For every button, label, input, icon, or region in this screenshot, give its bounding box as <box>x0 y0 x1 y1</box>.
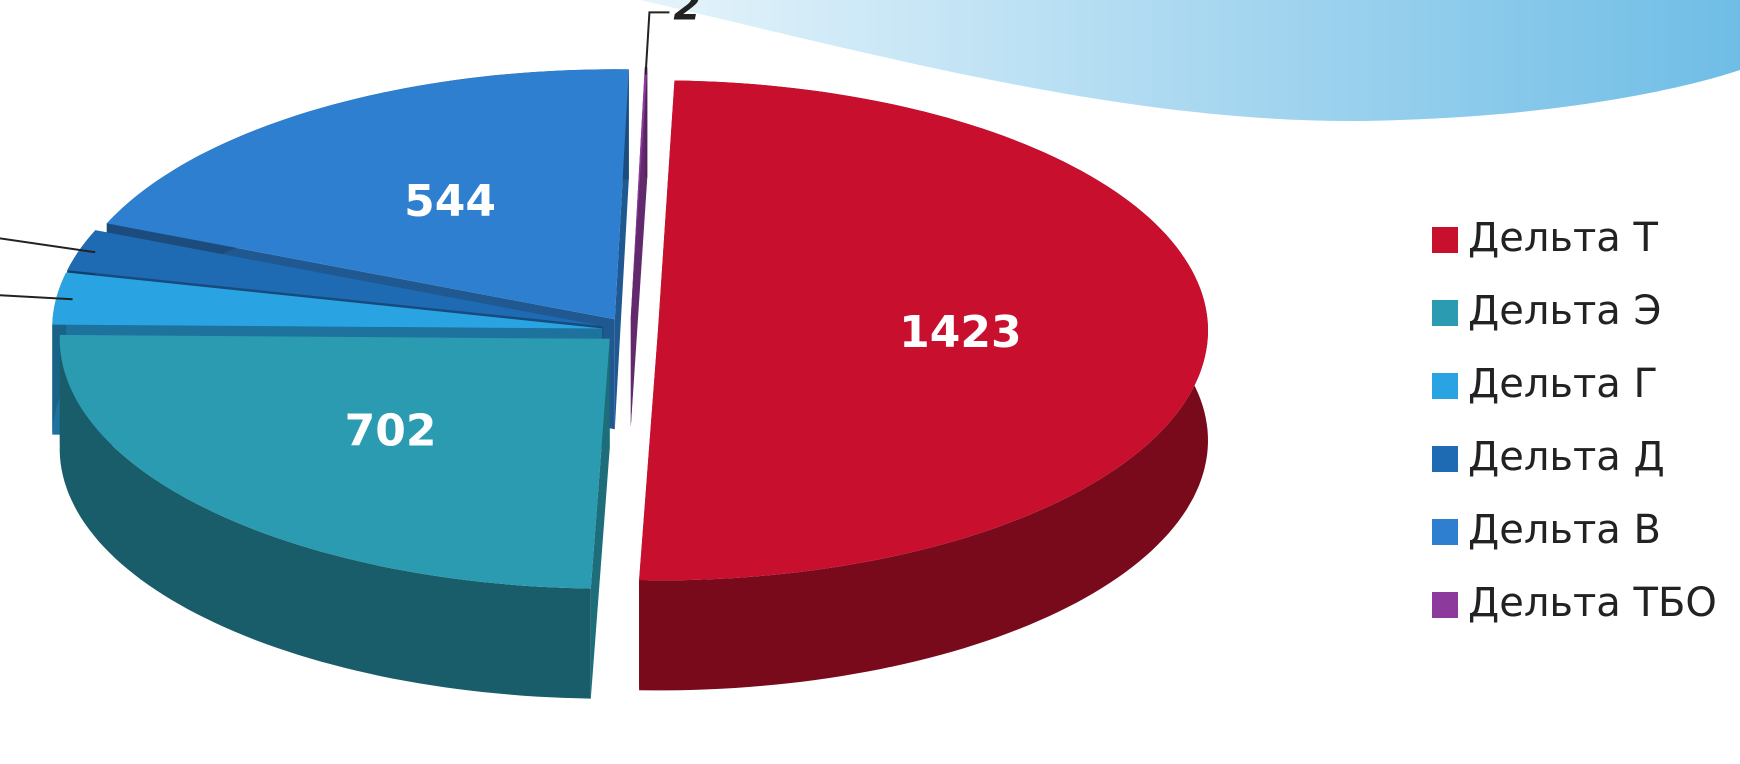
pie: 142370295765442 <box>0 0 1208 699</box>
legend-label: Дельта Т <box>1468 215 1659 261</box>
legend-label: Дельта Г <box>1468 361 1658 407</box>
chart: 142370295765442 Дельта ТДельта ЭДельта Г… <box>0 0 1740 764</box>
legend-label: Дельта ТБО <box>1468 580 1717 626</box>
legend-swatch <box>1432 592 1458 618</box>
legend-swatch <box>1432 300 1458 326</box>
legend-swatch <box>1432 227 1458 253</box>
value-label: 702 <box>345 406 437 457</box>
value-label: 2 <box>673 0 701 29</box>
legend-swatch <box>1432 446 1458 472</box>
legend-label: Дельта Э <box>1468 288 1661 334</box>
legend-label: Дельта В <box>1468 507 1661 553</box>
value-label: 544 <box>404 176 496 227</box>
legend-swatch <box>1432 519 1458 545</box>
leader-line <box>646 12 670 74</box>
legend-swatch <box>1432 373 1458 399</box>
legend: Дельта Т Дельта Э Дельта Г Дельта Д Дельта В… <box>1432 215 1717 626</box>
value-label: 1423 <box>899 307 1021 358</box>
legend-label: Дельта Д <box>1468 434 1665 480</box>
leader-line <box>0 233 95 252</box>
